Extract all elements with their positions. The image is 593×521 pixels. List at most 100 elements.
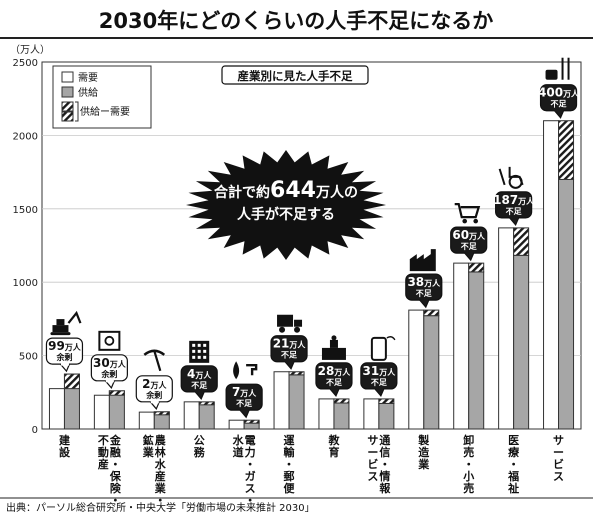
truck-icon <box>277 314 303 333</box>
bar-gap <box>63 373 80 390</box>
flame-faucet-icon <box>233 361 258 380</box>
gap-badge-unit: 万人 <box>468 231 486 241</box>
x-tick-label: 水道 <box>233 433 245 459</box>
gap-badge-pointer-mask <box>555 109 564 113</box>
bar-demand <box>453 262 470 430</box>
gap-badge-number: 4 <box>187 367 195 381</box>
safe-icon <box>98 330 121 351</box>
y-axis-ticks: 0 500 1000 1500 2000 2500 <box>13 58 38 436</box>
bar-demand <box>273 371 290 430</box>
gap-badge-pointer <box>464 252 475 262</box>
bar-demand <box>318 398 335 430</box>
gap-badge-pointer <box>239 409 250 419</box>
gap-badge-pointer-mask <box>510 216 519 220</box>
bar-gap <box>288 371 305 376</box>
legend-swatch-supply <box>61 86 74 98</box>
gap-badge-number: 400 <box>538 86 563 100</box>
gap-badge-pointer-mask <box>150 400 159 404</box>
gap-badge-number: 38 <box>407 275 424 289</box>
gap-badge-unit: 万人 <box>194 370 212 380</box>
pickaxe-icon <box>143 349 166 372</box>
gap-badge-number: 2 <box>142 377 150 391</box>
x-tick-label: 農林水産業・ <box>154 433 167 507</box>
chart-title: 産業別に見た人手不足 <box>238 69 353 83</box>
y-tick-label: 2000 <box>13 131 38 142</box>
bar-gap <box>153 411 170 416</box>
header-background <box>0 0 593 37</box>
gap-badge-pointer <box>149 401 160 410</box>
gap-badge-number: 60 <box>452 228 469 242</box>
gap-badge-note: 不足 <box>191 381 208 390</box>
y-tick-label: 2500 <box>13 58 38 69</box>
gap-badge-value: 2万人 <box>142 377 167 391</box>
gap-badge-note: 不足 <box>281 351 298 360</box>
legend-swatch-gap-lower <box>61 111 74 122</box>
callout-suffix: 万人の <box>315 184 358 201</box>
bar-supply <box>198 401 215 430</box>
callout-number: 644 <box>270 178 316 203</box>
cutlery-icon <box>545 57 570 80</box>
gap-badge-number: 7 <box>232 385 240 399</box>
x-tick-label: 運輸・郵便 <box>284 434 296 495</box>
x-tick-label: 通信・情報 <box>379 434 391 495</box>
gap-badge-unit: 万人 <box>423 278 441 288</box>
bar-supply <box>558 178 575 430</box>
y-axis-unit: （万人） <box>10 44 50 56</box>
gap-badge-unit: 万人 <box>288 340 306 350</box>
bar-supply <box>333 402 350 430</box>
gap-badge-pointer <box>104 380 115 389</box>
bar-demand <box>48 388 65 430</box>
bar-supply <box>288 374 305 430</box>
smartphone-icon <box>370 336 396 361</box>
gap-badge-pointer-mask <box>60 362 69 366</box>
gap-badge-unit: 万人 <box>109 359 127 369</box>
gap-badge-number: 99 <box>48 339 65 353</box>
bar-supply <box>108 390 125 430</box>
gap-badge-pointer-mask <box>330 387 339 391</box>
gap-badge-unit: 万人 <box>562 89 580 99</box>
y-tick-label: 0 <box>32 425 38 436</box>
x-tick-label: 鉱業 <box>142 433 155 459</box>
gap-badge-number: 31 <box>363 364 380 378</box>
bar-gap <box>243 419 260 424</box>
gap-badge-unit: 万人 <box>64 342 82 352</box>
bar-gap <box>378 398 395 404</box>
gap-badge-pointer-mask <box>420 298 429 302</box>
source-note: 出典：パーソル総合研究所・中央大学「労働市場の未来推計 2030」 <box>6 501 315 514</box>
bar-demand <box>93 394 110 430</box>
legend-swatch-gap-upper <box>61 101 74 112</box>
gap-badge-value: 4万人 <box>187 367 212 381</box>
gap-badge-unit: 万人 <box>378 367 396 377</box>
gap-badge-value: 400万人 <box>538 86 580 100</box>
bar-gap <box>468 262 485 273</box>
x-tick-label: 医療・福祉 <box>507 434 520 495</box>
y-tick-label: 1500 <box>13 205 38 216</box>
wheelchair-icon <box>498 166 524 189</box>
bar-supply <box>468 271 485 430</box>
gap-badge-pointer-mask <box>105 379 114 383</box>
x-tick-label: 製造業 <box>417 433 430 471</box>
total-shortage-callout: 合計で約644万人の 人手が不足する <box>186 150 386 260</box>
gap-badge-value: 38万人 <box>407 275 441 289</box>
gap-badge-note: 不足 <box>461 242 478 251</box>
gap-badge-note: 余剰 <box>145 390 162 400</box>
legend-swatch-demand <box>61 71 74 83</box>
x-tick-label: 金融・保険・ <box>109 433 122 507</box>
x-tick-label: 建設 <box>59 433 71 459</box>
gap-badge-note: 不足 <box>371 378 388 387</box>
bar-supply <box>423 315 440 430</box>
callout-starburst <box>186 150 386 260</box>
gap-badge-unit: 万人 <box>149 380 167 390</box>
gap-badge-number: 187 <box>493 193 518 207</box>
legend-bracket <box>75 101 79 122</box>
callout-line-2: 人手が不足する <box>237 206 335 223</box>
gap-badge-value: 60万人 <box>452 228 486 242</box>
